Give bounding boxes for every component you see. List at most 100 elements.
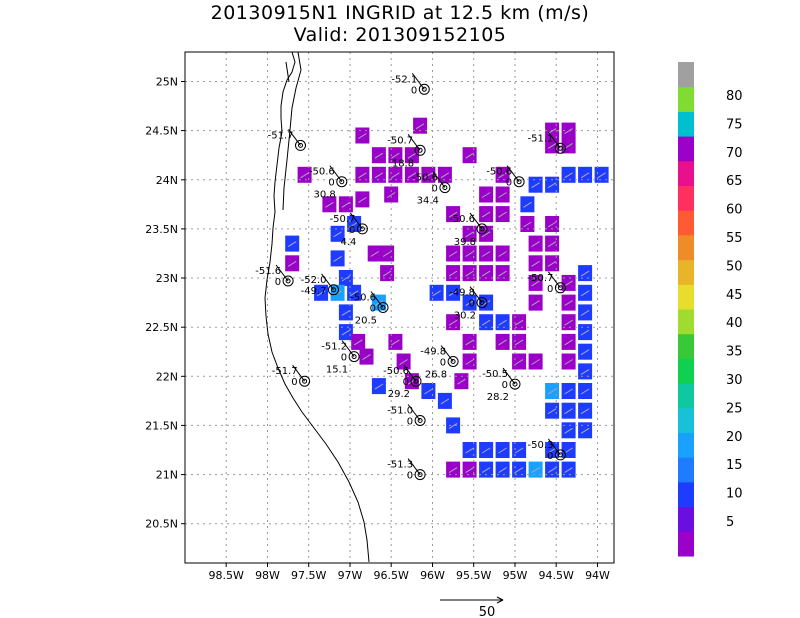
wind-vector — [465, 447, 474, 454]
colorbar-segment — [678, 333, 694, 359]
x-tick-label: 94W — [585, 569, 610, 582]
station-dot — [479, 300, 485, 306]
station-barb — [329, 165, 343, 182]
station-dot — [359, 226, 365, 232]
station-dot — [479, 226, 485, 232]
station-barb — [432, 171, 446, 188]
wind-vector — [580, 290, 590, 297]
station-height: 4.4 — [340, 237, 356, 248]
wind-vector — [448, 270, 458, 277]
reference-vector-label: 50 — [479, 605, 496, 618]
wind-vector — [325, 201, 334, 208]
wind-vector — [498, 467, 507, 474]
station-temperature: -50.6 — [309, 167, 335, 178]
wind-vector — [531, 467, 540, 474]
station-barb — [440, 345, 454, 362]
station-value: 0 — [440, 358, 446, 369]
colorbar-segment — [678, 506, 694, 532]
wind-vector — [498, 270, 507, 277]
wind-vector — [465, 467, 474, 474]
wind-vector — [481, 319, 491, 326]
wind-vector — [547, 388, 557, 395]
station-dot — [285, 278, 291, 284]
wind-vector — [353, 339, 363, 346]
station-height: 15.1 — [326, 365, 348, 376]
wind-vector — [498, 339, 507, 346]
wind-vector — [382, 251, 392, 257]
colorbar-label: 30 — [726, 373, 743, 388]
wind-vector — [547, 241, 557, 248]
x-tick-label: 97.5W — [291, 569, 326, 582]
station-ring — [377, 302, 389, 313]
wind-vector — [498, 211, 507, 218]
station-barb — [411, 73, 425, 90]
wind-vector — [564, 128, 573, 135]
station-dot — [421, 86, 427, 92]
station-ring — [299, 375, 311, 387]
station-dot — [302, 378, 308, 384]
wind-vector — [564, 300, 573, 307]
station-barb — [469, 212, 483, 230]
station-temperature: -51.3 — [387, 460, 413, 471]
chart-subtitle: Valid: 201309152105 — [293, 24, 507, 46]
station-temperature: -50.6 — [383, 366, 409, 377]
colorbar-segment — [678, 210, 694, 236]
colorbar-label: 10 — [726, 487, 743, 502]
station-ring — [554, 282, 566, 294]
x-tick-label: 97W — [338, 569, 363, 582]
station-ring — [356, 223, 368, 235]
colorbar-segment — [678, 111, 694, 137]
wind-vector — [481, 192, 491, 198]
wind-vector — [370, 251, 379, 257]
colorbar-segment — [678, 531, 694, 557]
wind-vector — [448, 467, 458, 474]
wind-vector — [391, 172, 400, 179]
wind-vector — [399, 359, 408, 365]
station-temperature: -50.7 — [528, 273, 554, 284]
station-height: 34.4 — [417, 196, 439, 207]
wind-vector — [465, 359, 474, 365]
station-dot — [557, 285, 563, 291]
wind-vector — [547, 408, 557, 415]
wind-vector — [424, 388, 433, 395]
colorbar-segment — [678, 481, 694, 508]
station-ring — [476, 297, 488, 309]
station-barb — [275, 264, 289, 282]
station-barb — [403, 364, 417, 382]
x-tick-label: 95W — [503, 569, 528, 582]
coastline — [264, 51, 370, 563]
wind-vector — [514, 467, 524, 474]
wind-vector — [564, 172, 573, 179]
station-height: 39.8 — [454, 237, 476, 248]
wind-vectors — [287, 123, 606, 474]
colorbar-label: 80 — [726, 89, 743, 104]
station-dot — [512, 381, 518, 387]
station-barb — [469, 286, 483, 303]
station-value: 0 — [349, 225, 355, 236]
station-temperature: -51.0 — [387, 406, 413, 417]
colorbar-label: 65 — [726, 174, 743, 189]
wind-vector — [457, 378, 466, 385]
wind-vector — [440, 172, 450, 179]
wind-vector — [300, 172, 309, 179]
wind-vector — [547, 182, 557, 189]
wind-vector — [341, 329, 351, 336]
wind-vector — [498, 251, 507, 257]
wind-vector — [287, 241, 297, 248]
wind-vector — [531, 241, 540, 248]
wind-vector — [564, 467, 573, 474]
wind-vector — [341, 201, 351, 208]
wind-vector — [580, 270, 590, 277]
wind-vector — [564, 359, 573, 365]
colorbar-segment — [678, 62, 694, 88]
station-ring — [447, 356, 459, 367]
colorbar-segment — [678, 383, 694, 409]
station-temperature: -50.3 — [528, 440, 554, 451]
wind-vector — [316, 290, 326, 297]
wind-vector — [547, 260, 557, 267]
colorbar: 5 10 15 20 25 30 35 40 45 50 55 60 65 70 75 80 — [678, 62, 743, 557]
station-value: 0 — [411, 85, 417, 96]
wind-vector — [349, 290, 359, 297]
colorbar-segment — [678, 185, 694, 211]
